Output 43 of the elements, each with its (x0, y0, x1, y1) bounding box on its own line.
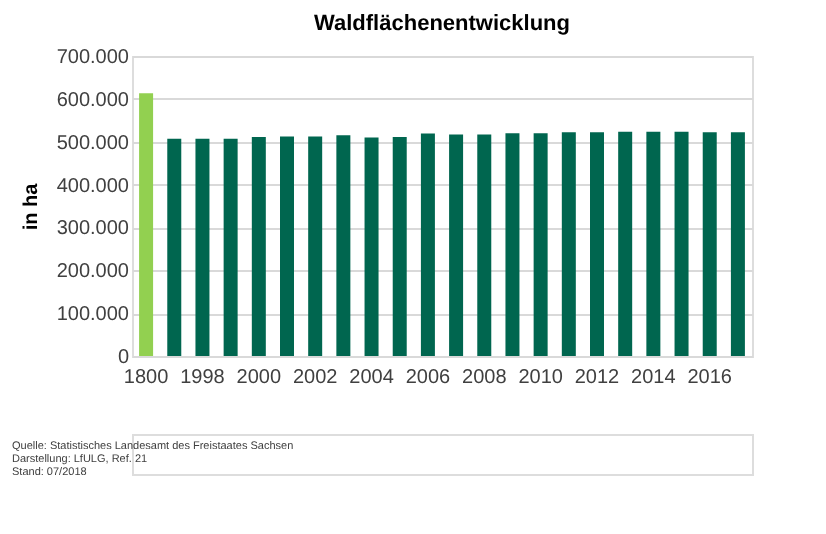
bar (167, 138, 182, 356)
y-tick-label: 500.000 (56, 132, 130, 155)
bar (618, 131, 633, 356)
bar (420, 133, 435, 356)
y-axis-title: in ha (20, 182, 43, 231)
bar (364, 137, 379, 356)
bar (195, 138, 210, 356)
bar (308, 136, 323, 356)
bar (590, 132, 604, 356)
y-tick-label: 100.000 (56, 304, 130, 327)
x-tick-label: 1998 (180, 367, 226, 389)
bar (646, 131, 661, 356)
bar (280, 136, 294, 356)
y-tick-label: 600.000 (56, 89, 130, 112)
x-tick-label: 2012 (574, 367, 621, 389)
bar (449, 134, 464, 356)
x-tick-label: 2002 (292, 367, 339, 389)
bar (223, 138, 238, 356)
y-tick-label: 0 (117, 347, 130, 369)
bar (730, 132, 745, 356)
y-tick-label: 400.000 (56, 175, 130, 198)
x-tick-label: 2014 (631, 367, 677, 389)
x-tick-label: 2016 (687, 367, 733, 389)
bar (336, 135, 351, 356)
chart-title: Waldflächenentwicklung (314, 12, 570, 36)
bar (505, 133, 520, 356)
y-tick-label: 700.000 (56, 47, 130, 69)
x-tick-label: 2006 (405, 367, 452, 389)
y-tick-label: 300.000 (56, 218, 130, 241)
x-tick-label: 2010 (518, 367, 564, 389)
x-tick-label: 2004 (349, 367, 395, 389)
x-tick-label: 1800 (123, 367, 170, 389)
bar (392, 137, 407, 356)
bar (533, 133, 548, 356)
bar (674, 131, 689, 356)
bar (477, 134, 492, 356)
x-tick-label: 2000 (236, 367, 282, 389)
bar (702, 132, 717, 356)
x-tick-label: 2008 (462, 367, 508, 389)
bar (251, 137, 266, 356)
bar (139, 93, 154, 356)
y-tick-label: 200.000 (56, 261, 130, 284)
bar (561, 132, 576, 356)
